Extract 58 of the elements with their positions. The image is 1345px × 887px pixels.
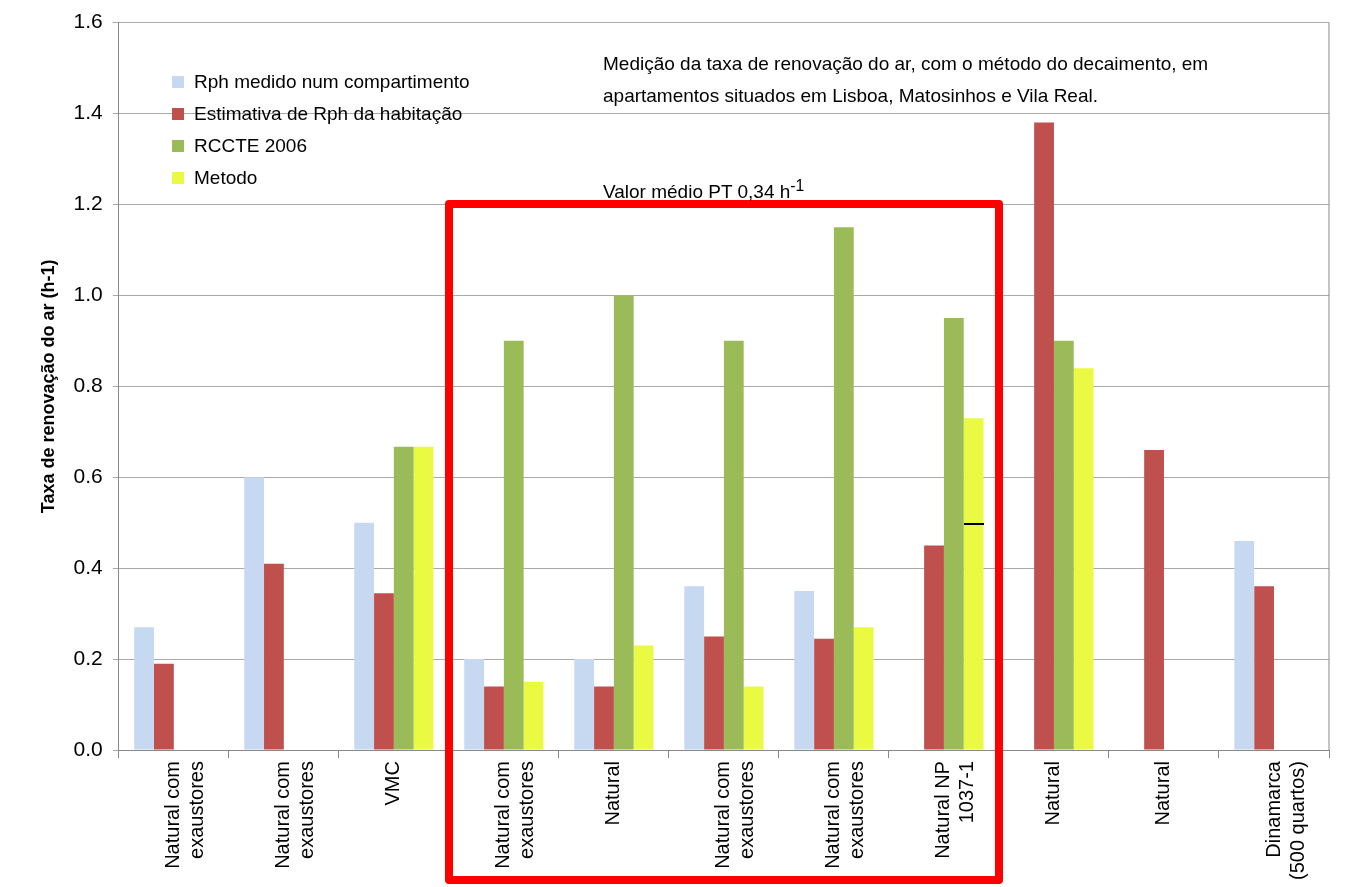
bar xyxy=(853,627,874,750)
bar xyxy=(264,563,284,750)
y-tick-label: 1.2 xyxy=(73,191,103,215)
bar xyxy=(374,593,394,750)
bar xyxy=(1053,340,1074,750)
bar xyxy=(1254,586,1274,750)
bar xyxy=(134,627,154,750)
x-tick-label: VMC xyxy=(381,761,404,806)
y-tick-label: 1.0 xyxy=(73,282,103,306)
bar xyxy=(464,659,485,750)
bar xyxy=(413,446,434,750)
bar xyxy=(1144,449,1164,750)
bar xyxy=(684,586,705,750)
y-tick-label: 0.6 xyxy=(73,464,103,488)
bar xyxy=(723,340,744,750)
bar xyxy=(244,477,265,750)
bar xyxy=(704,636,724,750)
bar xyxy=(963,418,984,750)
bar xyxy=(743,686,764,750)
x-tick-label: Natural com exaustores xyxy=(711,761,758,869)
bar xyxy=(943,318,964,750)
y-tick-label: 0.2 xyxy=(73,645,103,669)
bar xyxy=(633,645,654,750)
bar xyxy=(594,686,614,750)
annotation: Medição da taxa de renovação do ar, com o método do decaimento, em apartamentos situados em Lisboa, Matosinhos e Vila Real. xyxy=(603,52,1210,108)
y-tick-label: 0.8 xyxy=(73,373,103,397)
bar xyxy=(393,446,414,750)
annotation: Valor médio PT 0,34 h$^{-1}$ xyxy=(603,176,806,205)
x-tick-label: Natural com exaustores xyxy=(161,761,208,869)
bar xyxy=(833,227,854,750)
bar xyxy=(484,686,504,750)
bar xyxy=(1234,540,1255,750)
legend-label: Estimativa de Rph da habitação xyxy=(194,103,463,125)
bar xyxy=(354,522,375,750)
bar xyxy=(814,638,834,750)
x-tick-label: Natural com exaustores xyxy=(491,761,538,869)
bar xyxy=(613,295,634,750)
bar xyxy=(1034,122,1054,750)
legend-label: Rph medido num compartimento xyxy=(194,71,470,93)
bar xyxy=(924,545,944,750)
bar xyxy=(794,590,815,750)
x-tick-label: Natural xyxy=(1151,761,1174,826)
x-tick-label: Natural xyxy=(601,761,624,826)
bar xyxy=(1073,368,1094,750)
y-tick-label: 0.0 xyxy=(73,736,103,760)
y-tick-label: 1.6 xyxy=(73,9,103,33)
x-tick-label: Natural NP 1037-1 xyxy=(931,761,978,859)
legend-label: Metodo xyxy=(194,167,258,189)
bar xyxy=(574,659,595,750)
bar xyxy=(523,681,544,750)
y-tick-label: 0.4 xyxy=(73,554,104,578)
legend-label: RCCTE 2006 xyxy=(194,135,307,157)
x-tick-label: Dinamarca (500 quartos) xyxy=(1261,760,1308,881)
y-axis-title: Taxa de renovação do ar (h-1) xyxy=(37,259,58,514)
x-tick-label: Natural xyxy=(1041,761,1064,826)
bar xyxy=(154,663,174,750)
bar xyxy=(503,340,524,750)
y-tick-label: 1.4 xyxy=(73,100,104,124)
